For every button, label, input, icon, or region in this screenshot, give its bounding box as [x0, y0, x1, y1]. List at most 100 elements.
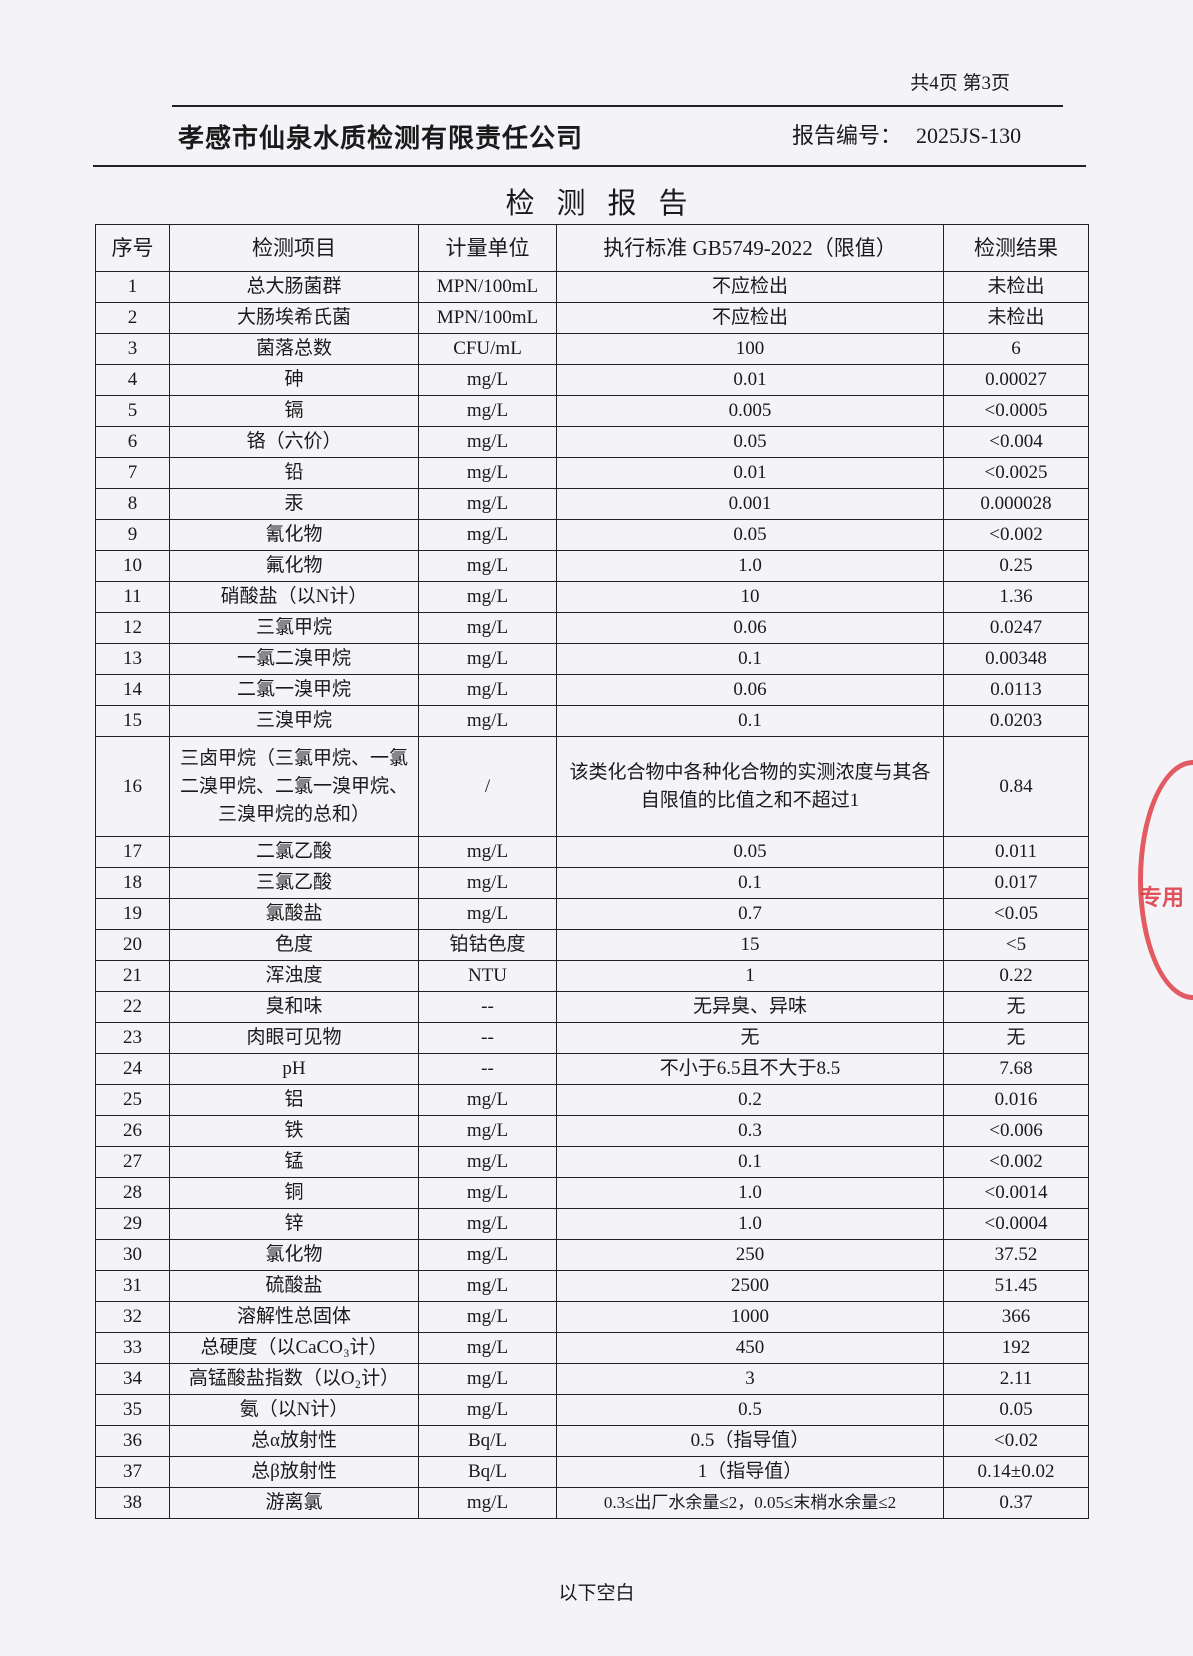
table-row: 14 二氯一溴甲烷 mg/L 0.06 0.0113 [95, 674, 1089, 706]
table-cell: 总β放射性 [169, 1456, 419, 1488]
table-cell: 33 [95, 1332, 170, 1364]
table-cell: mg/L [418, 1270, 557, 1302]
table-cell: CFU/mL [418, 333, 557, 365]
table-cell: 5 [95, 395, 170, 427]
table-row: 1 总大肠菌群 MPN/100mL 不应检出 未检出 [95, 271, 1089, 303]
table-cell: 总硬度（以CaCO₃计） [169, 1332, 419, 1364]
table-row: 23 肉眼可见物 -- 无无 [95, 1022, 1089, 1054]
table-row: 25 铝 mg/L 0.2 0.016 [95, 1084, 1089, 1116]
table-cell: / [418, 736, 557, 837]
table-cell: 二氯一溴甲烷 [169, 674, 419, 706]
table-cell: mg/L [418, 395, 557, 427]
table-cell: 氟化物 [169, 550, 419, 582]
table-cell: 大肠埃希氏菌 [169, 302, 419, 334]
table-cell: 不小于6.5且不大于8.5 [556, 1053, 944, 1085]
table-cell: <0.006 [943, 1115, 1089, 1147]
table-cell: 23 [95, 1022, 170, 1054]
header-divider [172, 105, 1063, 107]
table-cell: 0.06 [556, 674, 944, 706]
table-cell: <0.0005 [943, 395, 1089, 427]
table-cell: 镉 [169, 395, 419, 427]
table-cell: 0.01 [556, 457, 944, 489]
table-cell: 铝 [169, 1084, 419, 1116]
table-row: 28 铜 mg/L 1.0 <0.0014 [95, 1177, 1089, 1209]
table-row: 37 总β放射性 Bq/L 1（指导值） 0.14±0.02 [95, 1456, 1089, 1488]
table-cell: 192 [943, 1332, 1089, 1364]
table-cell: 无 [943, 991, 1089, 1023]
table-cell: mg/L [418, 1487, 557, 1519]
table-cell: 21 [95, 960, 170, 992]
table-cell: 1.36 [943, 581, 1089, 613]
table-cell: 0.00348 [943, 643, 1089, 675]
table-cell: 8 [95, 488, 170, 520]
table-row: 35 氨（以N计） mg/L 0.5 0.05 [95, 1394, 1089, 1426]
table-cell: 0.05 [556, 519, 944, 551]
table-cell: 0.005 [556, 395, 944, 427]
table-row: 30 氯化物 mg/L 250 37.52 [95, 1239, 1089, 1271]
table-row: 17 二氯乙酸 mg/L 0.05 0.011 [95, 836, 1089, 868]
table-cell: 0.84 [943, 736, 1089, 837]
table-row: 2 大肠埃希氏菌 MPN/100mL 不应检出 未检出 [95, 302, 1089, 334]
company-name: 孝感市仙泉水质检测有限责任公司 [178, 124, 584, 154]
table-row: 34 高锰酸盐指数（以O₂计） mg/L 3 2.11 [95, 1363, 1089, 1395]
table-cell: mg/L [418, 1301, 557, 1333]
table-row: 18 三氯乙酸 mg/L 0.1 0.017 [95, 867, 1089, 899]
table-row: 8 汞 mg/L 0.001 0.000028 [95, 488, 1089, 520]
table-cell: 总α放射性 [169, 1425, 419, 1457]
table-cell: 0.3≤出厂水余量≤2，0.05≤末梢水余量≤2 [556, 1487, 944, 1519]
table-cell: mg/L [418, 1115, 557, 1147]
table-cell: 37 [95, 1456, 170, 1488]
table-cell: 菌落总数 [169, 333, 419, 365]
table-cell: mg/L [418, 643, 557, 675]
table-cell: 34 [95, 1363, 170, 1395]
table-cell: 0.5 [556, 1394, 944, 1426]
table-cell: 14 [95, 674, 170, 706]
table-row: 24 pH -- 不小于6.5且不大于8.5 7.68 [95, 1053, 1089, 1085]
table-cell: 未检出 [943, 271, 1089, 303]
table-row: 6 铬（六价） mg/L 0.05 <0.004 [95, 426, 1089, 458]
table-cell: mg/L [418, 1239, 557, 1271]
table-cell: 一氯二溴甲烷 [169, 643, 419, 675]
table-row: 32 溶解性总固体 mg/L 1000 366 [95, 1301, 1089, 1333]
table-cell: 氯化物 [169, 1239, 419, 1271]
table-cell: 0.001 [556, 488, 944, 520]
table-cell: 无 [943, 1022, 1089, 1054]
table-cell: 38 [95, 1487, 170, 1519]
table-cell: 6 [95, 426, 170, 458]
table-cell: 溶解性总固体 [169, 1301, 419, 1333]
seal-text: 专用 [1140, 885, 1185, 910]
table-cell: mg/L [418, 867, 557, 899]
column-header: 检测项目 [169, 224, 419, 272]
table-cell: 16 [95, 736, 170, 837]
table-cell: 0.016 [943, 1084, 1089, 1116]
table-cell: 0.1 [556, 705, 944, 737]
table-cell: 0.05 [556, 836, 944, 868]
table-cell: 3 [556, 1363, 944, 1395]
table-cell: 0.37 [943, 1487, 1089, 1519]
table-cell: -- [418, 1022, 557, 1054]
table-cell: 1.0 [556, 1177, 944, 1209]
table-cell: 0.1 [556, 1146, 944, 1178]
table-cell: 该类化合物中各种化合物的实测浓度与其各自限值的比值之和不超过1 [556, 736, 944, 837]
table-cell: 19 [95, 898, 170, 930]
table-cell: 0.05 [943, 1394, 1089, 1426]
table-cell: 1000 [556, 1301, 944, 1333]
table-row: 29 锌 mg/L 1.0 <0.0004 [95, 1208, 1089, 1240]
table-row: 4 砷 mg/L 0.01 0.00027 [95, 364, 1089, 396]
table-cell: 4 [95, 364, 170, 396]
column-header: 执行标准 GB5749-2022（限值） [556, 224, 944, 272]
table-cell: 1 [95, 271, 170, 303]
table-cell: mg/L [418, 364, 557, 396]
table-cell: 450 [556, 1332, 944, 1364]
table-cell: 0.011 [943, 836, 1089, 868]
table-cell: 不应检出 [556, 302, 944, 334]
table-cell: 无异臭、异味 [556, 991, 944, 1023]
table-cell: 0.06 [556, 612, 944, 644]
table-cell: 35 [95, 1394, 170, 1426]
table-cell: 1（指导值） [556, 1456, 944, 1488]
table-cell: <0.02 [943, 1425, 1089, 1457]
table-cell: 0.5（指导值） [556, 1425, 944, 1457]
table-cell: 三氯乙酸 [169, 867, 419, 899]
table-cell: pH [169, 1053, 419, 1085]
table-cell: mg/L [418, 705, 557, 737]
